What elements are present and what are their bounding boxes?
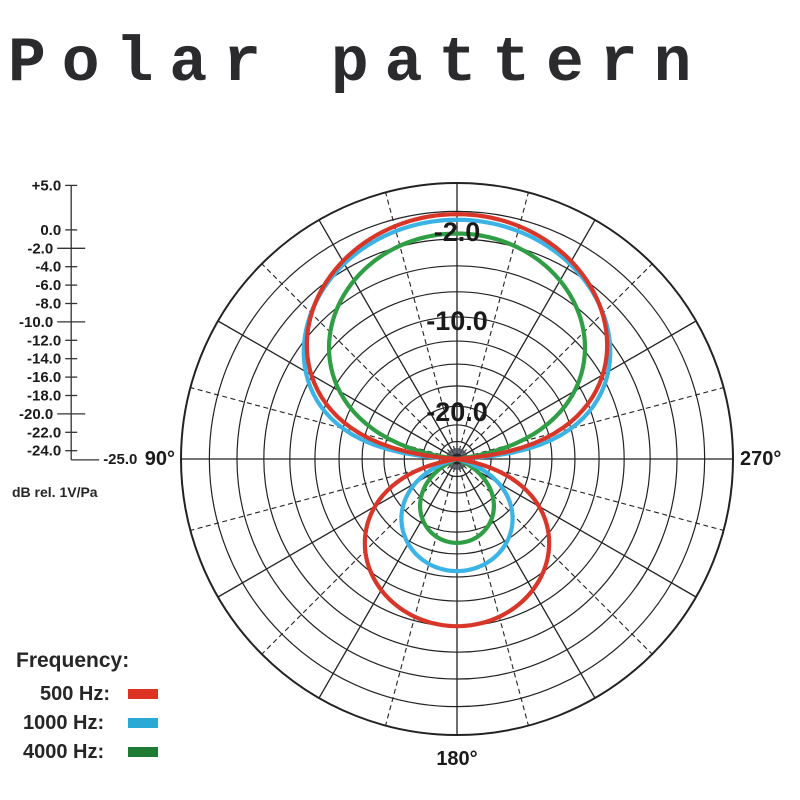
svg-text:-18.0: -18.0 (27, 388, 61, 405)
svg-text:-4.0: -4.0 (35, 259, 61, 276)
svg-text:-10.0: -10.0 (19, 314, 53, 331)
svg-text:270°: 270° (740, 448, 781, 470)
svg-text:1000 Hz:: 1000 Hz: (23, 712, 104, 734)
svg-text:-12.0: -12.0 (27, 332, 61, 349)
svg-text:-16.0: -16.0 (27, 369, 61, 386)
svg-text:500 Hz:: 500 Hz: (40, 683, 110, 705)
svg-text:-20.0: -20.0 (19, 406, 53, 423)
svg-text:0.0: 0.0 (40, 222, 61, 239)
svg-text:-14.0: -14.0 (27, 351, 61, 368)
svg-text:-2.0: -2.0 (27, 240, 53, 257)
svg-text:-20.0: -20.0 (426, 397, 488, 427)
svg-text:-24.0: -24.0 (27, 443, 61, 460)
svg-text:90°: 90° (145, 448, 175, 470)
svg-text:+5.0: +5.0 (32, 177, 62, 194)
svg-text:-10.0: -10.0 (426, 306, 488, 336)
svg-text:-8.0: -8.0 (35, 296, 61, 313)
svg-text:Frequency:: Frequency: (16, 649, 129, 672)
svg-text:-6.0: -6.0 (35, 277, 61, 294)
svg-text:4000 Hz:: 4000 Hz: (23, 741, 104, 763)
svg-text:-25.0: -25.0 (103, 451, 137, 468)
svg-text:-2.0: -2.0 (434, 217, 481, 247)
svg-text:-22.0: -22.0 (27, 424, 61, 441)
svg-text:180°: 180° (436, 748, 477, 770)
svg-text:dB rel. 1V/Pa: dB rel. 1V/Pa (12, 484, 98, 500)
